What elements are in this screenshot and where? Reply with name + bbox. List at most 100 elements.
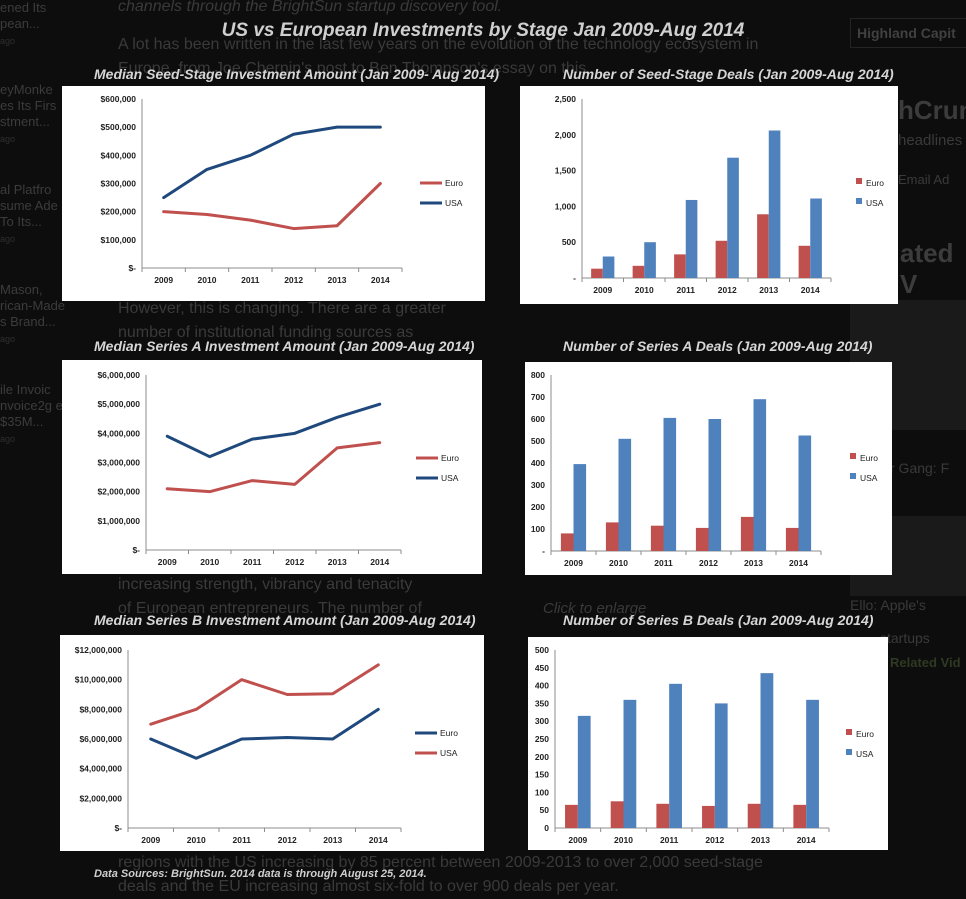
- x-tick-label: 2012: [718, 285, 737, 295]
- bar-usa: [798, 435, 812, 551]
- article-line: number of institutional funding sources …: [118, 324, 414, 341]
- x-tick-label: 2013: [744, 558, 763, 568]
- bar-euro: [632, 265, 645, 278]
- y-tick-label: $6,000,000: [97, 370, 140, 380]
- x-tick-label: 2014: [789, 558, 808, 568]
- y-tick-label: $10,000,000: [75, 675, 123, 685]
- left-story-meta: ago: [0, 334, 16, 344]
- email-input[interactable]: Email Ad: [898, 172, 950, 187]
- left-story-5[interactable]: ile Invoic nvoice2g es $35M... ago: [0, 382, 70, 447]
- bar-usa: [644, 242, 656, 278]
- y-tick-label: 800: [531, 370, 545, 380]
- y-tick-label: 400: [531, 458, 545, 468]
- y-tick-label: $4,000,000: [79, 764, 122, 774]
- x-tick-label: 2012: [699, 558, 718, 568]
- bar-usa: [685, 199, 698, 278]
- chart-title: Number of Series B Deals (Jan 2009-Aug 2…: [563, 612, 874, 628]
- bar-usa: [806, 699, 819, 828]
- x-tick-label: 2013: [328, 557, 347, 567]
- bar-usa: [708, 419, 722, 551]
- y-tick-label: $-: [114, 823, 122, 833]
- article-line: regions with the US increasing by 85 per…: [118, 854, 763, 871]
- bar-euro: [798, 245, 811, 278]
- x-tick-label: 2009: [593, 285, 612, 295]
- y-tick-label: 1,500: [555, 166, 577, 176]
- y-tick-label: 400: [535, 681, 549, 691]
- series-a-deals-chart: - 100 200 300 400 500 600 700 800 2009 2010 2011 201…: [525, 362, 892, 575]
- y-tick-label: 100: [531, 524, 545, 534]
- left-story-2[interactable]: eyMonke es Its Firs stment... ago: [0, 82, 70, 147]
- series-b-amount-chart: $- $2,000,000 $4,000,000 $6,000,000 $8,000,0…: [60, 635, 484, 851]
- bar-euro: [702, 805, 715, 828]
- line-chart-svg: $- $100,000 $200,000 $300,000 $400,000 $500,0…: [101, 94, 464, 285]
- source-note: Data Sources: BrightSun. 2014 data is th…: [94, 868, 427, 880]
- x-tick-label: 2010: [635, 285, 654, 295]
- x-tick-label: 2010: [200, 557, 219, 567]
- video-caption[interactable]: Ello: Apple's: [850, 597, 926, 613]
- y-tick-label: 2,500: [555, 94, 577, 104]
- bar-chart-svg: - 100 200 300 400 500 600 700 800 2009 2010 2011 201…: [531, 370, 878, 568]
- left-story-text: Mason, rican-Made s Brand...: [0, 282, 66, 329]
- bar-usa: [810, 198, 822, 278]
- video-caption[interactable]: r Gang: F: [890, 460, 950, 476]
- legend-swatch: [850, 453, 856, 459]
- x-tick-label: 2011: [243, 557, 262, 567]
- chart-title: Median Series B Investment Amount (Jan 2…: [94, 612, 476, 628]
- series-line-usa: [149, 663, 380, 726]
- bar-euro: [650, 525, 664, 551]
- article-line: increasing strength, vibrancy and tenaci…: [118, 576, 413, 593]
- y-tick-label: -: [542, 546, 545, 556]
- x-tick-label: 2012: [278, 835, 297, 845]
- left-story-4[interactable]: Mason, rican-Made s Brand... ago: [0, 282, 70, 347]
- y-tick-label: 2,000: [555, 130, 577, 140]
- y-tick-label: $200,000: [101, 207, 137, 217]
- y-tick-label: $4,000,000: [97, 428, 140, 438]
- legend-swatch: [846, 749, 852, 755]
- related-videos-link[interactable]: Related Vid: [890, 655, 961, 670]
- bar-usa: [669, 683, 682, 828]
- x-tick-label: 2011: [677, 285, 696, 295]
- x-tick-label: 2014: [370, 557, 389, 567]
- related-videos-heading: ated V: [900, 238, 954, 299]
- y-tick-label: 600: [531, 414, 545, 424]
- y-tick-label: 300: [531, 480, 545, 490]
- video-caption[interactable]: startups: [880, 630, 930, 646]
- y-tick-label: $2,000,000: [79, 793, 122, 803]
- y-tick-label: $1,000,000: [97, 516, 140, 526]
- x-tick-label: 2009: [141, 835, 160, 845]
- x-tick-label: 2011: [654, 558, 673, 568]
- left-story-1[interactable]: ened Its pean... ago: [0, 0, 70, 49]
- left-story-meta: ago: [0, 234, 16, 244]
- main-title: US vs European Investments by Stage Jan …: [221, 20, 745, 41]
- legend-label: Euro: [860, 453, 878, 463]
- y-tick-label: 700: [531, 392, 545, 402]
- legend-label: USA: [441, 473, 459, 483]
- bar-euro: [605, 522, 619, 551]
- bar-euro: [656, 803, 670, 828]
- y-tick-label: -: [573, 273, 576, 283]
- bar-euro: [747, 803, 761, 828]
- click-to-enlarge-link[interactable]: Click to enlarge: [543, 600, 647, 617]
- x-tick-label: 2013: [328, 275, 347, 285]
- y-tick-label: 500: [562, 237, 576, 247]
- bar-usa: [760, 673, 774, 828]
- highland-capital-box[interactable]: Highland Capit: [850, 18, 966, 48]
- bar-euro: [610, 801, 624, 828]
- y-tick-label: 150: [535, 770, 549, 780]
- legend-swatch: [856, 178, 862, 184]
- bar-usa: [573, 464, 587, 551]
- y-tick-label: 250: [535, 734, 549, 744]
- series-line-usa: [162, 125, 382, 200]
- article-line: A lot has been written in the last few y…: [118, 36, 759, 53]
- seed-deals-chart: - 500 1,000 1,500 2,000 2,500 2009 2010 2011 2012…: [520, 86, 898, 304]
- left-story-text: al Platfro sume Ade d To Its...: [0, 182, 69, 229]
- x-tick-label: 2013: [751, 835, 770, 845]
- bar-usa: [618, 438, 632, 551]
- bar-euro: [591, 268, 603, 278]
- y-tick-label: 0: [544, 823, 549, 833]
- legend-label: Euro: [856, 729, 874, 739]
- legend-label: USA: [440, 748, 458, 758]
- left-story-3[interactable]: al Platfro sume Ade d To Its... ago: [0, 182, 70, 247]
- y-tick-label: $300,000: [101, 179, 137, 189]
- legend-swatch: [856, 198, 862, 204]
